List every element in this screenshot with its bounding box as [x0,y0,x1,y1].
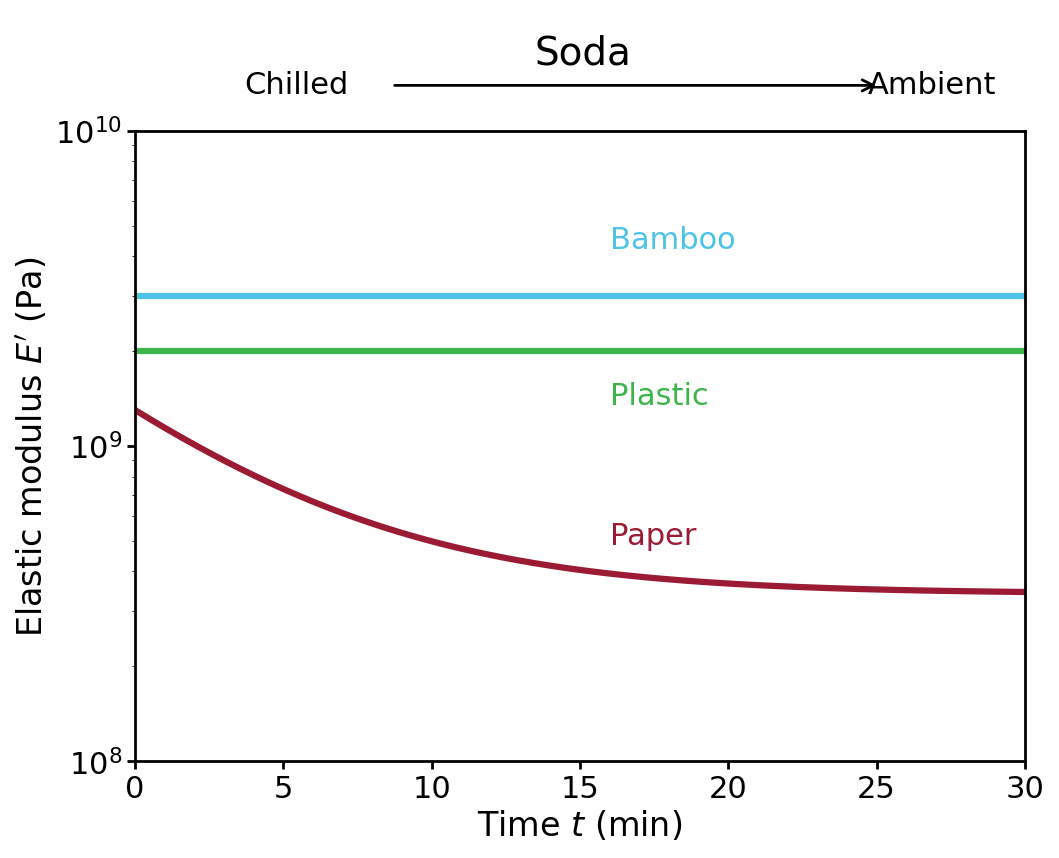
Y-axis label: Elastic modulus $E'$ (Pa): Elastic modulus $E'$ (Pa) [15,257,50,637]
Text: Plastic: Plastic [610,382,708,411]
Text: Bamboo: Bamboo [610,226,735,255]
X-axis label: Time $t$ (min): Time $t$ (min) [478,809,682,843]
Text: Paper: Paper [610,521,696,550]
Text: Chilled: Chilled [245,71,348,100]
Text: Soda: Soda [534,34,631,72]
Text: Ambient: Ambient [867,71,997,100]
